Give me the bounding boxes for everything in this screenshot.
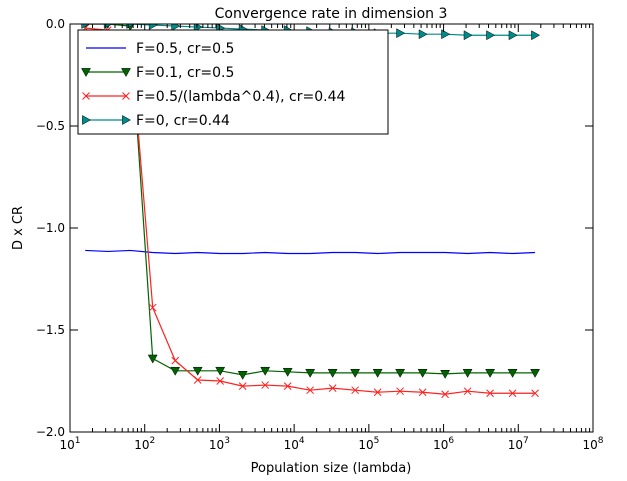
legend-marker [122, 92, 130, 100]
data-point [463, 30, 473, 41]
series-line-1 [85, 249, 536, 255]
data-point [440, 370, 451, 379]
data-point [261, 381, 270, 389]
legend-box [77, 29, 389, 135]
legend-label: F=0.1, cr=0.5 [136, 65, 234, 81]
legend-item: F=0.1, cr=0.5 [81, 65, 234, 81]
y-tick-label: −0.5 [36, 119, 65, 133]
data-point [463, 387, 472, 396]
data-point [508, 389, 517, 398]
x-tick-label: 103 [209, 436, 230, 452]
data-point [193, 376, 202, 384]
data-point [486, 389, 494, 398]
data-point [531, 389, 539, 398]
data-point [216, 377, 225, 385]
legend-label: F=0.5/(lambda^0.4), cr=0.44 [136, 89, 345, 105]
data-point [462, 368, 473, 378]
plot-area: 101 102 103 104 105 106 107 108 0.0 −0.5 −1.0 −1.5 −… [36, 17, 604, 452]
x-axis-title: Population size (lambda) [251, 461, 412, 476]
data-point [350, 368, 361, 378]
data-point [351, 386, 359, 395]
y-tick-label: −1.0 [36, 221, 65, 235]
legend-item: F=0.5, cr=0.5 [86, 41, 234, 57]
data-point [531, 30, 541, 41]
data-point [282, 367, 293, 377]
data-point [441, 390, 449, 399]
data-point [171, 356, 180, 365]
data-point [372, 368, 383, 378]
data-point [215, 366, 226, 376]
x-tick-label: 106 [433, 436, 454, 452]
data-point [485, 368, 496, 378]
data-point [192, 366, 203, 376]
data-point [170, 366, 181, 376]
data-point [306, 386, 315, 395]
data-point [395, 368, 406, 378]
x-tick-label: 105 [358, 436, 379, 452]
x-tick-label: 104 [284, 436, 305, 452]
data-point [530, 368, 541, 378]
data-point [486, 30, 496, 41]
legend-item: F=0, cr=0.44 [82, 113, 230, 129]
data-point [417, 368, 428, 378]
data-point [328, 384, 337, 392]
data-point [171, 24, 181, 31]
y-tick-label: −1.5 [36, 323, 65, 337]
y-axis-title: D x CR [11, 206, 26, 250]
legend-marker [121, 68, 131, 78]
data-point [238, 382, 247, 390]
x-tick-label: 107 [508, 436, 529, 452]
data-point [148, 303, 157, 312]
data-point [147, 354, 158, 364]
y-tick-label: 0.0 [46, 17, 65, 31]
y-tick-label: −2.0 [36, 425, 65, 439]
legend-items: F=0.5, cr=0.5 F=0.1, cr=0.5 F=0.5/(lambda^… [81, 41, 345, 129]
x-tick-label: 102 [134, 436, 155, 452]
chart-title: Convergence rate in dimension 3 [215, 6, 448, 22]
legend-marker [82, 115, 92, 125]
tick-layer: 101 102 103 104 105 106 107 108 0.0 −0.5 −1.0 −1.5 −… [36, 17, 604, 452]
data-point [148, 24, 158, 30]
data-point [260, 366, 271, 376]
legend-marker [81, 68, 91, 78]
data-point [508, 30, 518, 41]
data-point [373, 388, 382, 397]
legend-item: F=0.5/(lambda^0.4), cr=0.44 [82, 89, 345, 105]
legend-label: F=0.5, cr=0.5 [136, 41, 234, 57]
data-point [418, 388, 427, 397]
x-tick-label: 108 [582, 436, 603, 452]
data-point [327, 368, 338, 378]
data-point [396, 28, 406, 39]
data-point [305, 368, 316, 378]
x-tick-label: 101 [59, 436, 80, 452]
data-point [81, 24, 91, 29]
data-point [283, 382, 292, 390]
data-point [103, 24, 113, 29]
legend: F=0.5, cr=0.5 F=0.1, cr=0.5 F=0.5/(lambda^… [77, 29, 389, 135]
data-point [237, 371, 248, 380]
legend-label: F=0, cr=0.44 [136, 113, 230, 129]
data-point [507, 368, 518, 378]
legend-marker [82, 92, 90, 100]
data-point [396, 387, 404, 396]
data-point [418, 29, 428, 40]
legend-marker [122, 115, 132, 125]
